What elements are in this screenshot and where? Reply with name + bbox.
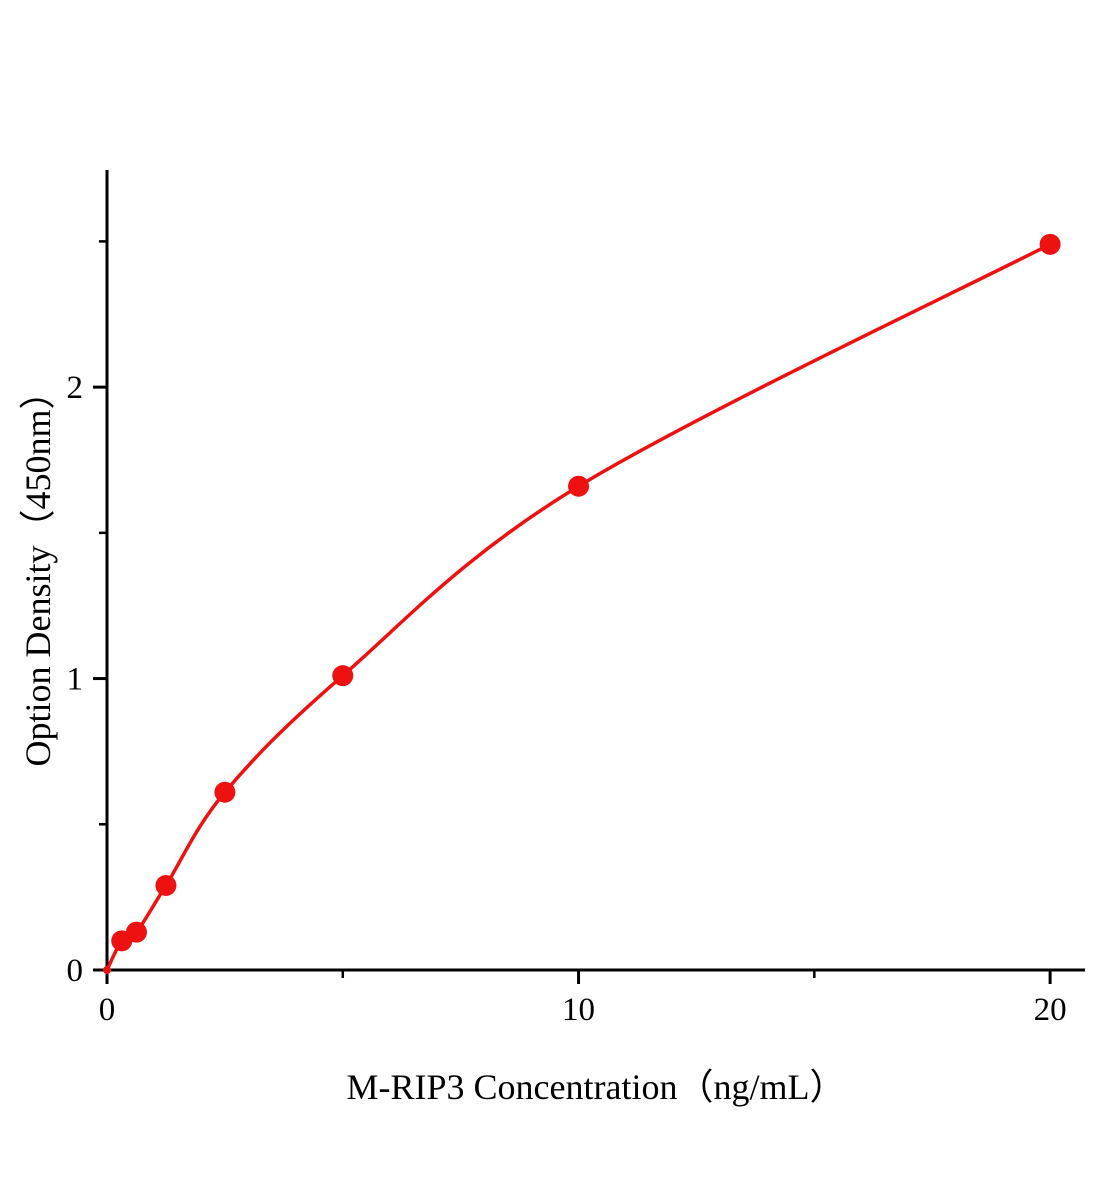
x-axis-tick-label: 20 [1034,992,1067,1028]
x-axis-tick-label: 0 [99,992,116,1028]
data-point-marker [1039,233,1061,255]
y-axis-tick-label: 0 [67,953,84,989]
y-axis-tick-label: 1 [67,662,84,698]
data-point-marker [568,475,590,497]
data-point-marker [155,874,177,896]
y-axis-label: Option Density（450nm） [18,373,58,767]
y-axis-tick-label: 2 [67,370,84,406]
x-axis-label: M-RIP3 Concentration（ng/mL） [346,1067,846,1107]
x-axis-tick-label: 10 [562,992,595,1028]
data-point-marker [214,781,236,803]
axes-spines [105,170,1085,972]
data-point-marker [103,966,111,974]
data-point-marker [125,921,147,943]
data-point-marker [332,665,354,687]
standard-curve-line [105,242,1052,972]
